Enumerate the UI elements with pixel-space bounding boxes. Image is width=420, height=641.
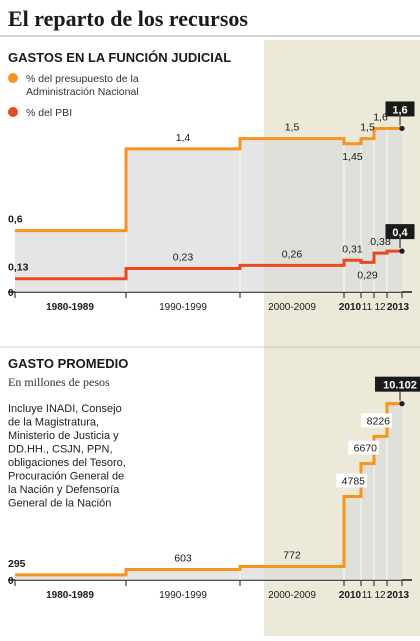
data-label: 0,38 bbox=[370, 236, 391, 248]
data-label: 0,13 bbox=[8, 262, 29, 274]
note-line: obligaciones del Tesoro, bbox=[8, 457, 126, 469]
section2-note: Incluye INADI, Consejo de la Magistratura… bbox=[8, 403, 126, 510]
data-label: 0,31 bbox=[342, 243, 363, 255]
value-badge bbox=[385, 101, 415, 117]
data-label: 1,45 bbox=[342, 151, 363, 163]
note-line: de la Magistratura, bbox=[8, 417, 99, 429]
note-line: Ministerio de Justicia y bbox=[8, 430, 119, 442]
x-tick-label: 1990-1999 bbox=[159, 590, 207, 601]
x-tick-label: 11 bbox=[362, 302, 373, 313]
note-line: General de la Nación bbox=[8, 498, 111, 510]
data-label: 0,26 bbox=[282, 248, 303, 260]
data-label: 6670 bbox=[354, 443, 378, 455]
x-tick-label: 2000-2009 bbox=[268, 590, 316, 601]
note-line: la Nación y Defensoría bbox=[8, 484, 120, 496]
data-label: 0,6 bbox=[8, 214, 23, 226]
x-tick-label: 2013 bbox=[387, 590, 410, 601]
x-tick-label: 1980-1989 bbox=[46, 302, 94, 313]
series-area-fill bbox=[15, 128, 402, 292]
x-tick-label: 1990-1999 bbox=[159, 302, 207, 313]
data-label: 1,4 bbox=[176, 132, 191, 144]
x-tick-label: 12 bbox=[374, 590, 386, 601]
value-badge bbox=[375, 376, 420, 392]
note-line: Incluye INADI, Consejo bbox=[8, 403, 122, 415]
note-line: DD.HH., CSJN, PPN, bbox=[8, 444, 113, 456]
data-label: 1,5 bbox=[285, 122, 300, 134]
series-end-marker bbox=[399, 248, 405, 254]
section2-subtitle: En millones de pesos bbox=[8, 375, 110, 389]
data-label-bg bbox=[361, 413, 392, 428]
chart-gasto-promedio: 295 603 772 4785 6670 8226 10.102 0 1980-1989 199… bbox=[8, 376, 420, 601]
x-tick-label: 2010 bbox=[339, 302, 362, 313]
legend-label-budget-line2: Administración Nacional bbox=[26, 86, 139, 98]
data-label: 4785 bbox=[342, 475, 366, 487]
legend-label-budget-line1: % del presupuesto de la bbox=[26, 73, 139, 85]
note-line: Procuración General de bbox=[8, 471, 124, 483]
data-label: 1,5 bbox=[360, 122, 375, 134]
y-zero-label: 0 bbox=[8, 576, 14, 587]
x-tick-label: 11 bbox=[362, 590, 373, 601]
data-label: 0,23 bbox=[173, 251, 194, 263]
series-line-0 bbox=[15, 402, 402, 577]
data-label: 295 bbox=[8, 558, 26, 570]
x-tick-label: 1980-1989 bbox=[46, 590, 94, 601]
x-tick-label: 12 bbox=[374, 302, 386, 313]
value-badge bbox=[385, 224, 415, 240]
legend: % del presupuesto de la Administración N… bbox=[8, 73, 139, 119]
data-label: 8226 bbox=[367, 415, 391, 427]
series-end-marker bbox=[399, 125, 405, 132]
data-label: 603 bbox=[174, 552, 192, 564]
series-end-marker bbox=[399, 401, 405, 407]
data-label-bg bbox=[336, 473, 367, 488]
series-line-1 bbox=[15, 249, 402, 281]
series-area-fill bbox=[15, 403, 402, 580]
x-tick-label: 2013 bbox=[387, 302, 410, 313]
data-label: 772 bbox=[283, 550, 301, 562]
data-label: 1,6 bbox=[373, 111, 388, 123]
chart-function-judicial: 0,61,41,51,451,51,61,60,130,23 0,26 0,310,… bbox=[8, 101, 415, 313]
section2-title: GASTO PROMEDIO bbox=[8, 356, 128, 371]
legend-marker-pbi bbox=[8, 107, 18, 117]
x-tick-label: 2010 bbox=[339, 590, 362, 601]
data-label-final: 0,4 bbox=[392, 227, 408, 239]
x-tick-label: 2000-2009 bbox=[268, 302, 316, 313]
page-title: El reparto de los recursos bbox=[8, 6, 248, 31]
legend-marker-budget bbox=[8, 73, 18, 83]
y-zero-label: 0 bbox=[8, 288, 14, 299]
data-label-bg bbox=[348, 440, 379, 455]
legend-label-pbi: % del PBI bbox=[26, 107, 72, 119]
data-label: 0,29 bbox=[357, 269, 378, 281]
data-label-final: 10.102 bbox=[383, 380, 417, 392]
series-line-0 bbox=[15, 126, 402, 233]
section1-title: GASTOS EN LA FUNCIÓN JUDICIAL bbox=[8, 50, 231, 65]
data-label-final: 1,6 bbox=[392, 104, 407, 116]
